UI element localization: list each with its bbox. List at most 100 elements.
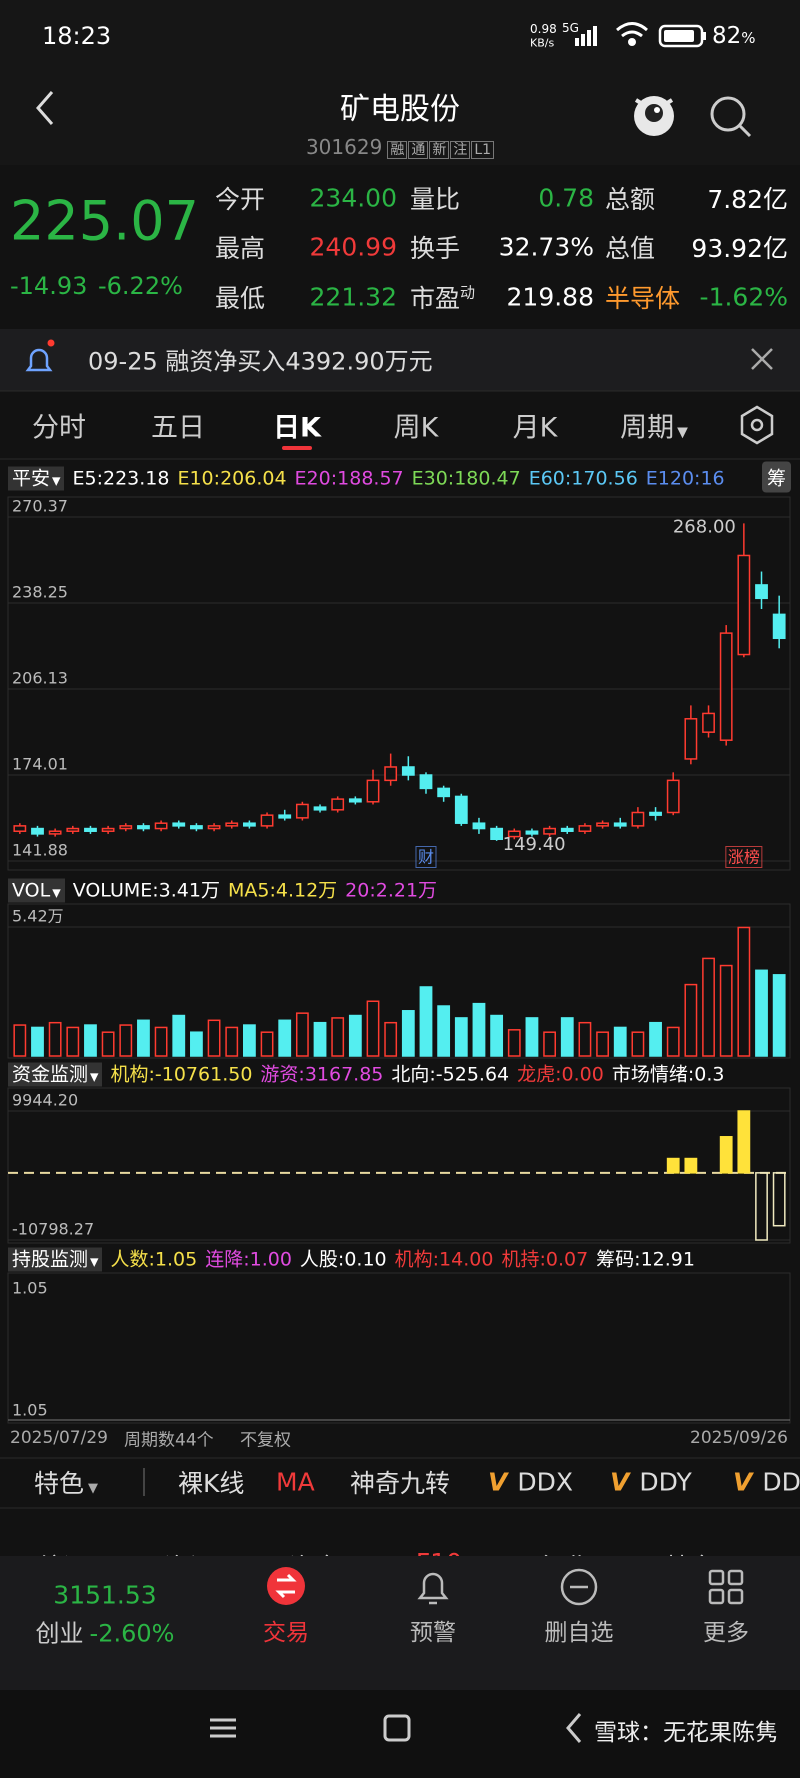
tool-text: MA — [276, 1467, 315, 1497]
candle-body — [666, 779, 680, 814]
home-key[interactable] — [383, 1714, 411, 1742]
mascot-button[interactable] — [634, 96, 674, 136]
remove-icon[interactable] — [560, 1568, 598, 1606]
field-value: 219.88 — [506, 282, 594, 312]
alert-icon[interactable] — [417, 1572, 449, 1605]
close-notice[interactable] — [751, 348, 773, 370]
volume-bar — [348, 1014, 362, 1057]
event-marker: 涨榜 — [728, 848, 760, 867]
period-tab[interactable]: 周期 ▼ — [620, 412, 688, 444]
volume-bar — [543, 1031, 557, 1057]
indicator-name: E30: — [411, 467, 455, 490]
period-tab[interactable]: 日K — [273, 412, 321, 444]
fund-bar — [666, 1157, 680, 1174]
indicator-item: 市场情绪:0.3 — [612, 1064, 725, 1086]
feature-menu[interactable]: 特色 ▼ — [34, 1469, 99, 1498]
volume-bar — [490, 1014, 504, 1057]
tag: L1 — [471, 141, 495, 159]
volume-bar — [119, 1024, 133, 1057]
dropdown-arrow: ▼ — [52, 474, 61, 488]
candle-body — [755, 584, 768, 600]
wifi-icon — [616, 22, 648, 46]
candle-body — [225, 822, 239, 827]
subtab[interactable]: 综评 — [38, 1548, 88, 1556]
nav-item[interactable]: 交易 — [263, 1620, 309, 1646]
field-label: 半导体 — [605, 284, 681, 313]
field-label: 最低 — [215, 284, 266, 313]
index-row: 创业 -2.60% — [36, 1614, 175, 1649]
indicator-name: 筹码: — [596, 1248, 641, 1271]
period-tab[interactable]: 月K — [512, 412, 558, 444]
signal-icon — [575, 26, 597, 46]
period-count: 周期数44个 — [124, 1430, 214, 1451]
indicator-selector: 持股监测 ▼ — [8, 1247, 103, 1272]
field-value: 234.00 — [309, 183, 397, 213]
indicator-item: 人数:1.05 — [110, 1249, 197, 1271]
indicator-item: 游资:3167.85 — [260, 1064, 383, 1086]
bottom-nav-bg — [0, 1556, 800, 1690]
candle-body — [490, 827, 504, 841]
nav-item[interactable]: 预警 — [410, 1620, 456, 1646]
subtab[interactable]: 资讯 — [164, 1548, 214, 1556]
subtab[interactable]: F10 — [416, 1548, 462, 1556]
field-value: 93.92亿 — [691, 234, 788, 263]
change: -14.93 — [10, 272, 88, 300]
subtab[interactable]: 资金 — [289, 1548, 339, 1556]
volume-bar — [419, 986, 433, 1057]
subtab[interactable]: 行业 — [539, 1548, 589, 1556]
chip-badge[interactable]: 筹 — [762, 461, 792, 493]
tool-text: DDX — [517, 1467, 573, 1497]
tool-item[interactable]: V DDX — [488, 1468, 573, 1497]
candle-body — [101, 827, 115, 832]
candle-body — [560, 827, 574, 832]
subtab[interactable]: 基金 — [664, 1548, 714, 1556]
y-tick-label: 270.37 — [12, 497, 68, 516]
indicator-name: E20: — [294, 467, 338, 490]
more-icon[interactable] — [708, 1569, 744, 1605]
indicator-value: 0.07 — [545, 1248, 589, 1271]
index-name: 创业 — [35, 1619, 84, 1648]
volume-bar — [437, 1005, 451, 1057]
indicator-value: 206.04 — [220, 467, 287, 490]
volume-panel — [7, 903, 791, 1059]
tool-item[interactable]: 神奇九转 — [350, 1464, 450, 1500]
nav-item[interactable]: 更多 — [703, 1620, 749, 1646]
indicator-value: 16 — [700, 467, 725, 490]
fund-panel — [7, 1087, 791, 1244]
event-marker-box — [415, 846, 437, 868]
indicator-item: 龙虎:0.00 — [517, 1064, 604, 1086]
candle-body — [737, 554, 751, 656]
field-value: 32.73% — [498, 232, 594, 262]
change-pct: -6.22% — [98, 272, 183, 300]
tool-item[interactable]: MA — [276, 1468, 315, 1497]
field-label: 总值 — [605, 234, 656, 263]
tool-item[interactable]: 裸K线 — [178, 1464, 244, 1500]
indicator-name: E120: — [645, 467, 701, 490]
candle-body — [596, 822, 609, 827]
menu-key[interactable] — [210, 1718, 236, 1738]
period-tab[interactable]: 周K — [393, 412, 439, 444]
nav-item[interactable]: 删自选 — [544, 1620, 614, 1646]
period-tab[interactable]: 分时 — [32, 412, 86, 444]
tool-item[interactable]: V DDY — [610, 1468, 692, 1497]
period-tab[interactable]: 五日 — [151, 412, 205, 444]
indicator-name: 机构: — [394, 1248, 440, 1271]
volume-bar — [66, 1026, 80, 1057]
candle-body — [348, 798, 362, 803]
y-tick-label: 174.01 — [12, 754, 68, 773]
indicator-item: 机构:-10761.50 — [110, 1064, 252, 1086]
price-annotation: 268.00 — [673, 516, 736, 537]
battery-level: 82% — [712, 23, 756, 49]
back-key[interactable] — [566, 1713, 582, 1743]
dropdown-arrow: ▼ — [677, 424, 688, 441]
settings-button[interactable] — [740, 405, 774, 445]
indicator-item: 筹码:12.91 — [596, 1249, 695, 1271]
candle-body — [649, 811, 662, 816]
fund-bar — [719, 1136, 733, 1174]
trade-icon[interactable] — [267, 1567, 305, 1605]
tool-item[interactable]: V DD — [733, 1468, 800, 1497]
indicator-name: E10: — [177, 467, 221, 490]
battery-unit: % — [741, 29, 756, 47]
back-button[interactable] — [36, 91, 54, 125]
search-button[interactable] — [710, 96, 752, 138]
